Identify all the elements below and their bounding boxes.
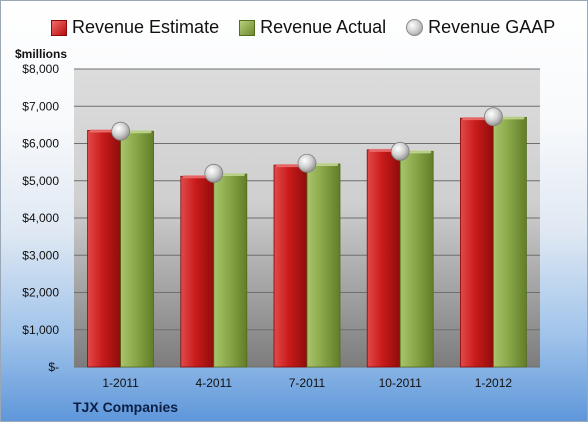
- x-tick-label: 1-2012: [475, 376, 513, 390]
- legend-label-actual: Revenue Actual: [260, 17, 387, 37]
- point-revenue-gaap: [390, 141, 410, 161]
- bar-revenue-estimate: [87, 130, 121, 368]
- point-revenue-gaap: [297, 153, 317, 173]
- legend-item-actual: Revenue Actual: [239, 17, 386, 38]
- legend: Revenue Estimate Revenue Actual Revenue …: [51, 17, 555, 38]
- bar-cap-estimate: [182, 175, 212, 179]
- x-tick-label: 7-2011: [289, 376, 326, 390]
- bar-revenue-actual: [492, 117, 527, 368]
- x-axis-ticks: 1-2011 4-2011 7-2011 10-2011 1-2012: [102, 376, 512, 390]
- bar-revenue-estimate: [273, 164, 308, 368]
- legend-item-estimate: Revenue Estimate: [51, 17, 219, 38]
- bar-revenue-actual: [399, 150, 434, 368]
- legend-label-estimate: Revenue Estimate: [72, 17, 220, 37]
- bar-revenue-estimate: [459, 117, 494, 368]
- point-revenue-gaap: [204, 163, 224, 183]
- y-tick-label: $-: [48, 360, 59, 374]
- y-tick-label: $3,000: [22, 248, 59, 262]
- y-tick-label: $1,000: [22, 323, 59, 337]
- bar-revenue-estimate: [180, 175, 215, 368]
- legend-label-gaap: Revenue GAAP: [428, 17, 556, 37]
- x-tick-label: 10-2011: [379, 376, 422, 390]
- legend-item-gaap: Revenue GAAP: [406, 17, 555, 38]
- bar-revenue-actual: [213, 173, 248, 368]
- y-tick-label: $5,000: [22, 174, 59, 188]
- company-name: TJX Companies: [73, 399, 179, 415]
- bar-revenue-actual: [306, 163, 341, 368]
- y-tick-label: $4,000: [22, 211, 59, 225]
- legend-swatch-gaap: [406, 19, 424, 36]
- legend-swatch-actual: [239, 19, 256, 36]
- y-tick-label: $6,000: [22, 137, 59, 151]
- units-label: $millions: [15, 47, 68, 61]
- y-tick-label: $2,000: [22, 286, 59, 300]
- y-axis-ticks: $- $1,000 $2,000 $3,000 $4,000 $5,000 $6,000 $7…: [22, 62, 59, 374]
- x-tick-label: 4-2011: [196, 376, 233, 390]
- point-revenue-gaap: [483, 107, 503, 127]
- gaap-points: [111, 107, 503, 183]
- bar-revenue-actual: [120, 130, 154, 368]
- bar-revenue-estimate: [366, 149, 401, 368]
- bars: [87, 116, 527, 368]
- point-revenue-gaap: [111, 121, 130, 141]
- y-tick-label: $8,000: [22, 62, 59, 76]
- y-tick-label: $7,000: [22, 99, 59, 113]
- x-tick-label: 1-2011: [102, 376, 139, 390]
- legend-swatch-estimate: [51, 19, 67, 36]
